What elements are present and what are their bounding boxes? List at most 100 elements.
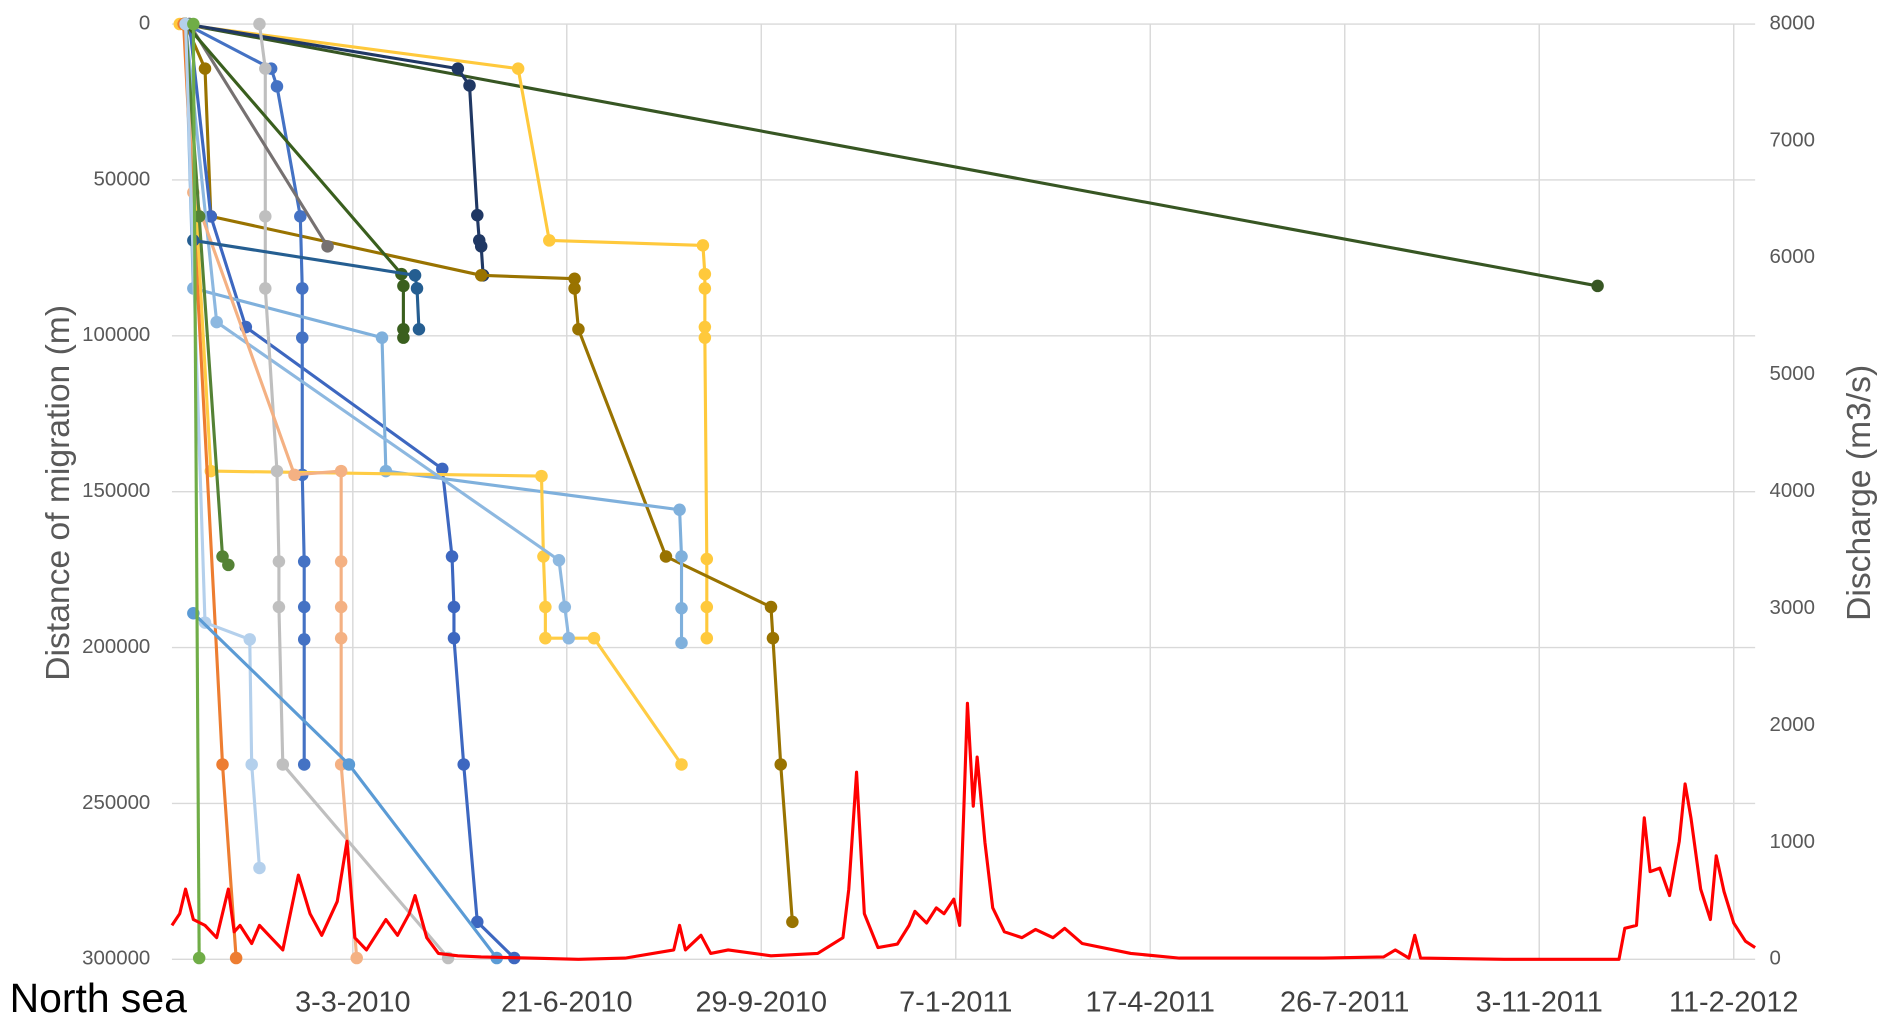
y2-tick-label: 1000 [1770, 831, 1815, 853]
y2-tick-label: 7000 [1770, 129, 1815, 151]
x-tick-label: 17-4-2011 [1086, 986, 1215, 1018]
track-point [698, 267, 712, 281]
track-point [552, 553, 566, 567]
track-point [539, 600, 552, 614]
y-tick-label: 300000 [82, 948, 150, 970]
track-point [675, 602, 688, 615]
track-point [451, 62, 465, 75]
track-point [447, 631, 461, 645]
y-tick-label: 250000 [82, 792, 150, 814]
track-point [568, 282, 581, 295]
track-point [1591, 279, 1604, 293]
track-point [210, 315, 223, 329]
track-point [334, 464, 348, 478]
track-point [297, 633, 311, 646]
y-tick-label: 50000 [94, 168, 151, 190]
track-point [222, 558, 235, 572]
track-point [445, 550, 459, 563]
track-point [245, 758, 258, 771]
track-point [198, 62, 212, 75]
track-point [471, 208, 484, 222]
track-point [350, 951, 363, 965]
y2-tick-label: 2000 [1770, 714, 1815, 736]
track-point [297, 600, 311, 614]
track-point [272, 600, 286, 614]
track-point [587, 631, 601, 645]
track-line [193, 238, 421, 330]
track-line [192, 612, 498, 959]
track-point [294, 210, 307, 223]
y-tick-label: 150000 [82, 480, 150, 502]
track-point [562, 631, 575, 645]
x-tick-label: 7-1-2011 [899, 986, 1012, 1018]
track-point [297, 555, 311, 568]
track-point [539, 631, 552, 645]
track-point [375, 331, 389, 344]
y2-tick-label: 3000 [1770, 597, 1815, 619]
track-point [253, 861, 266, 875]
track-point [296, 282, 309, 295]
x-tick-label: 3-11-2011 [1476, 986, 1603, 1018]
y2-tick-label: 0 [1770, 948, 1781, 970]
track-point [786, 915, 799, 929]
track-point [474, 240, 488, 253]
track-point [673, 503, 686, 516]
track-point [397, 331, 410, 344]
track-point [698, 282, 712, 295]
y-tick-label: 200000 [82, 636, 150, 658]
y-tick-label: 0 [139, 12, 150, 34]
track-point [463, 79, 476, 92]
track-line [185, 22, 485, 276]
track-line [183, 22, 1598, 288]
track-line [184, 23, 794, 922]
track-point [700, 552, 714, 566]
x-tick-label: 11-2-2012 [1669, 986, 1798, 1018]
track-point [572, 322, 585, 336]
track-point [192, 951, 206, 965]
x-tick-label: 3-3-2010 [295, 986, 410, 1018]
y2-tick-label: 5000 [1770, 363, 1815, 385]
track-point [408, 269, 422, 282]
track-point [270, 464, 284, 478]
track-point [471, 915, 484, 929]
track-line [184, 23, 683, 766]
track-point [259, 210, 272, 223]
track-point [297, 758, 311, 771]
track-point [272, 555, 286, 568]
y-tick-label: 100000 [82, 324, 150, 346]
track-point [535, 469, 548, 483]
y2-tick-label: 4000 [1770, 480, 1815, 502]
track-point [457, 758, 470, 771]
track-point [700, 600, 714, 614]
track-point [558, 600, 572, 614]
track-line [188, 23, 329, 248]
track-point [334, 631, 348, 645]
track-point [334, 555, 348, 568]
track-line [179, 22, 709, 639]
track-point [447, 600, 461, 614]
track-point [675, 636, 688, 650]
track-point [700, 631, 714, 645]
track-point [321, 240, 334, 253]
track-point [334, 600, 348, 614]
y2-axis-title: Discharge (m3/s) [1841, 365, 1878, 621]
x-tick-label: 29-9-2010 [696, 986, 828, 1018]
track-point [270, 80, 284, 93]
track-line [191, 24, 201, 959]
track-line [187, 23, 516, 960]
track-point [675, 758, 688, 771]
track-point [288, 468, 301, 482]
track-point [253, 17, 266, 31]
track-point [698, 320, 712, 334]
x-tick-label: 26-7-2011 [1280, 986, 1409, 1018]
track-point [259, 62, 272, 75]
track-point [698, 331, 712, 344]
track-point [766, 631, 780, 645]
track-point [543, 234, 556, 247]
track-point [216, 758, 229, 771]
track-point [568, 272, 581, 285]
track-point [764, 600, 778, 614]
track-point [243, 633, 256, 646]
track-line [184, 23, 684, 643]
